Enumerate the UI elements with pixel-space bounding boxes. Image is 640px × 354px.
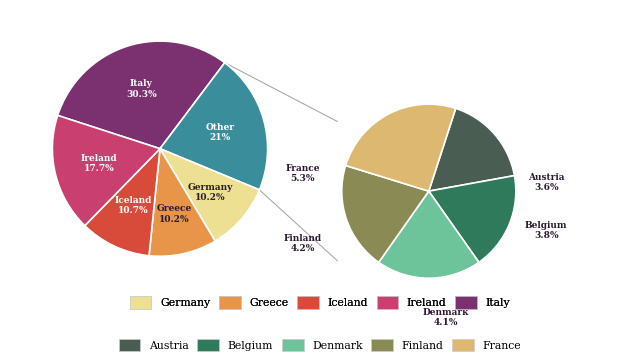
Legend: Germany, Greece, Iceland, Ireland, Italy: Germany, Greece, Iceland, Ireland, Italy — [125, 292, 515, 313]
Text: Finland
4.2%: Finland 4.2% — [284, 234, 322, 253]
Text: Belgium
3.8%: Belgium 3.8% — [525, 221, 568, 240]
Wedge shape — [429, 108, 515, 191]
Text: Denmark
4.1%: Denmark 4.1% — [423, 308, 469, 327]
Text: Germany
10.2%: Germany 10.2% — [188, 183, 233, 202]
Legend: Austria, Belgium, Denmark, Finland, France: Austria, Belgium, Denmark, Finland, Fran… — [115, 335, 525, 354]
Wedge shape — [84, 149, 160, 256]
Wedge shape — [52, 115, 160, 225]
Text: France
5.3%: France 5.3% — [285, 164, 320, 183]
Text: Ireland
17.7%: Ireland 17.7% — [81, 154, 118, 173]
Wedge shape — [429, 176, 516, 262]
Text: Other
21%: Other 21% — [205, 122, 235, 142]
Wedge shape — [160, 63, 268, 190]
Text: Greece
10.2%: Greece 10.2% — [157, 204, 192, 223]
Wedge shape — [342, 166, 429, 262]
Wedge shape — [58, 41, 225, 149]
Text: Austria
3.6%: Austria 3.6% — [528, 173, 564, 192]
Wedge shape — [346, 104, 456, 191]
Wedge shape — [149, 149, 215, 256]
Wedge shape — [379, 191, 479, 278]
Wedge shape — [160, 149, 259, 241]
Text: Italy
30.3%: Italy 30.3% — [126, 79, 157, 99]
Text: Iceland
10.7%: Iceland 10.7% — [115, 195, 152, 215]
